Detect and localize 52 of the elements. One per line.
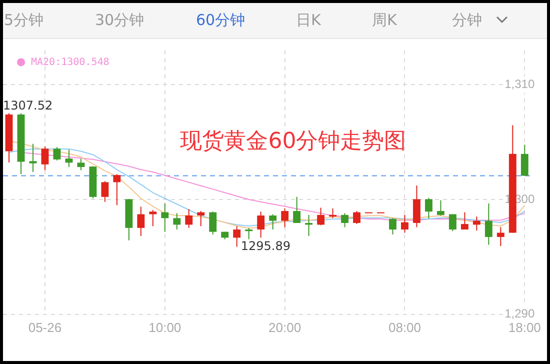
text: 60分钟 (196, 11, 246, 30)
candlestick (185, 208, 193, 228)
candlestick (65, 149, 73, 168)
candlestick (161, 202, 169, 232)
candlestick (496, 226, 504, 247)
x-tick-label: 10:00 (148, 320, 182, 335)
candlestick (173, 212, 181, 230)
text: 日K (296, 11, 321, 30)
candlestick (101, 180, 109, 202)
candlestick (281, 208, 289, 228)
candlestick (484, 202, 492, 246)
candlestick (197, 210, 205, 227)
candlestick (448, 214, 456, 232)
candlestick (29, 143, 37, 172)
candlestick (41, 146, 49, 171)
candlestick (269, 214, 277, 230)
x-tick-label: 05-26 (28, 320, 62, 335)
y-tick-label: 1,290 (504, 306, 535, 321)
candlestick (113, 174, 121, 206)
candlestick (353, 210, 360, 224)
text: 30分钟 (95, 11, 144, 30)
candlestick (341, 212, 348, 228)
candlestick (436, 200, 444, 216)
x-tick-label: 08:00 (388, 320, 421, 335)
text: 现货黄金60分钟走势图 (180, 128, 406, 154)
candlestick (389, 218, 396, 235)
candlestick (233, 226, 241, 248)
text: 5分钟 (4, 11, 44, 30)
x-tick-label: 20:00 (268, 320, 302, 335)
text: 周K (372, 11, 397, 30)
candlestick (520, 144, 528, 176)
candlestick (424, 197, 432, 220)
candlestick (293, 196, 301, 224)
candlestick (77, 158, 85, 171)
y-tick-label: 1,310 (504, 76, 535, 91)
annotation: 1307.52 (3, 98, 53, 112)
candlestick (149, 209, 157, 227)
candlestick (329, 208, 336, 219)
candlestick (317, 207, 324, 226)
candlestick (472, 216, 480, 232)
legend-label: MA20:1300.548 (31, 56, 110, 68)
candlestick (245, 227, 253, 240)
candlestick (413, 185, 420, 228)
annotation: 1295.89 (240, 238, 290, 253)
x-tick-label: 18:00 (508, 320, 541, 335)
candlestick (137, 206, 145, 236)
candlestick (401, 214, 408, 234)
text: 分钟 (452, 11, 482, 30)
candlestick (460, 212, 468, 230)
candlestick (257, 211, 265, 238)
candlestick (53, 146, 61, 161)
candlestick (209, 211, 217, 235)
